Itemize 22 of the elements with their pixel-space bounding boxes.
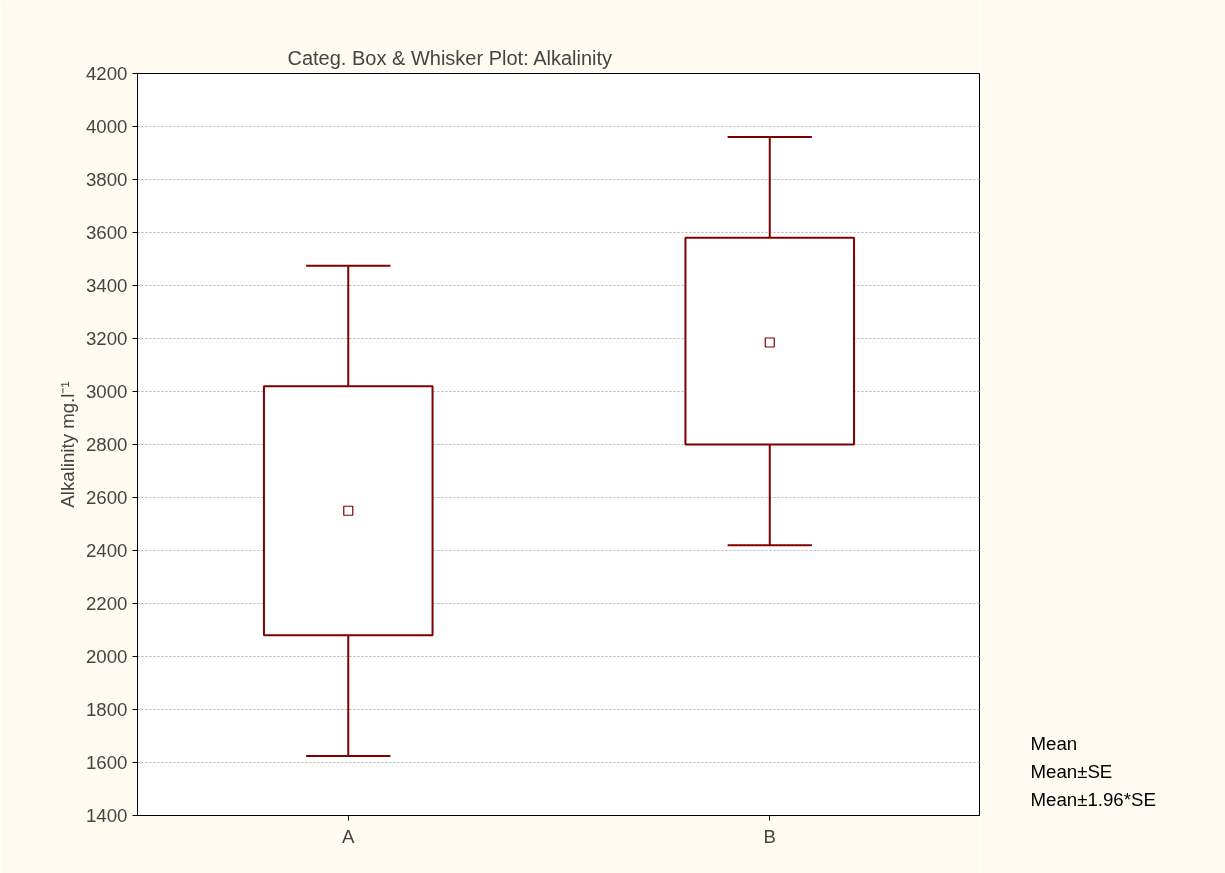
y-tick-label: 1800 bbox=[86, 699, 128, 720]
y-tick-label: 1600 bbox=[86, 752, 128, 773]
y-tick-label: 2800 bbox=[86, 434, 128, 455]
chart-title: Categ. Box & Whisker Plot: Alkalinity bbox=[287, 46, 613, 69]
x-tick-label: B bbox=[763, 825, 776, 847]
y-tick-label: 3200 bbox=[86, 328, 128, 349]
y-tick-label: 2200 bbox=[86, 593, 128, 614]
y-tick-label: 3000 bbox=[86, 381, 128, 402]
text: Mean±SE bbox=[1030, 760, 1113, 782]
y-tick-label: 2000 bbox=[86, 646, 128, 667]
y-tick-label: 3400 bbox=[86, 275, 128, 296]
y-tick-label: 4200 bbox=[86, 63, 128, 84]
y-tick-label: 4000 bbox=[86, 116, 128, 137]
y-tick-label: 3600 bbox=[86, 222, 128, 243]
text: Mean bbox=[1030, 732, 1078, 754]
text: Mean±1.96*SE bbox=[1030, 788, 1156, 810]
y-axis-title: Alkalinity mg.l⁻¹ bbox=[57, 381, 78, 508]
y-tick-label: 2400 bbox=[86, 540, 128, 561]
y-tick-label: 3800 bbox=[86, 169, 128, 190]
y-tick-label: 2600 bbox=[86, 487, 128, 508]
x-tick-label: A bbox=[342, 825, 356, 847]
y-tick-label: 1400 bbox=[86, 805, 128, 826]
